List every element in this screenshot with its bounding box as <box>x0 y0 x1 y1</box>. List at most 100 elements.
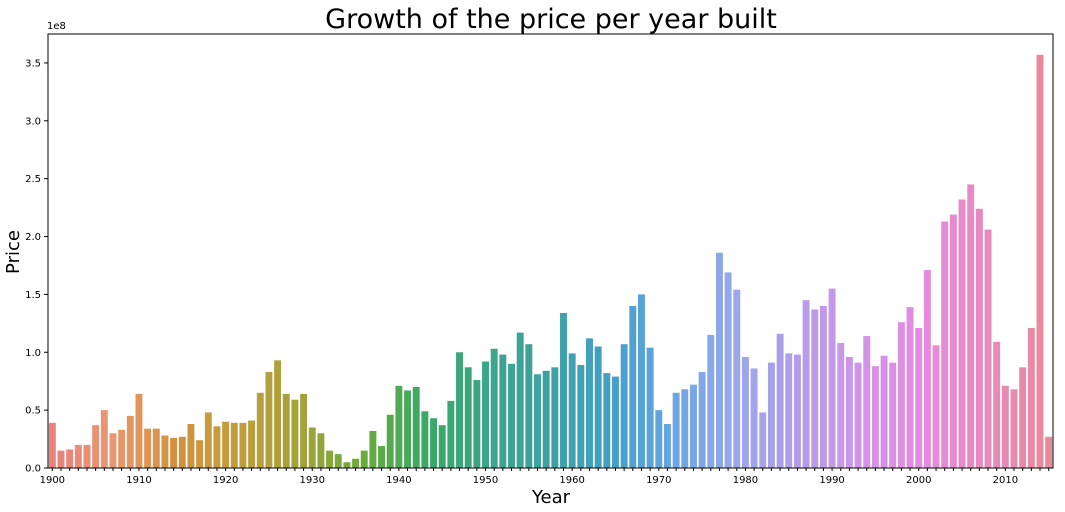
bars-group <box>48 54 1053 468</box>
bar <box>516 332 524 468</box>
x-tick-label: 2010 <box>993 475 1018 486</box>
bar <box>681 389 689 468</box>
bar <box>395 385 403 468</box>
bar <box>1036 54 1044 468</box>
y-tick-label: 2.0 <box>25 232 41 243</box>
bar <box>274 360 282 468</box>
bar <box>724 272 732 468</box>
bar <box>715 252 723 468</box>
bar <box>1045 436 1053 468</box>
bar <box>915 327 923 468</box>
bar <box>490 348 498 468</box>
x-tick-label: 1970 <box>646 475 671 486</box>
bar <box>603 373 611 468</box>
bar <box>412 386 420 468</box>
bar <box>473 380 481 468</box>
bar <box>74 444 82 468</box>
y-axis: 0.0 0.5 1.0 1.5 2.0 2.5 3.0 3.5 <box>25 58 48 475</box>
bar <box>378 446 386 468</box>
bar <box>750 368 758 468</box>
bar <box>100 410 108 468</box>
bar <box>863 336 871 468</box>
plot-frame <box>47 33 1054 469</box>
bar <box>152 428 160 468</box>
y-tick-label: 0.0 <box>25 464 41 475</box>
bar <box>230 422 238 468</box>
bar <box>906 307 914 468</box>
bar <box>707 334 715 468</box>
bar <box>187 424 195 468</box>
y-tick-label: 3.5 <box>25 58 41 69</box>
bar <box>802 300 810 468</box>
bar <box>1027 327 1035 468</box>
x-tick-label: 1920 <box>213 475 238 486</box>
y-offset-label: 1e8 <box>47 21 66 32</box>
bar <box>360 450 368 468</box>
bar <box>135 393 143 468</box>
bar <box>655 410 663 468</box>
bar <box>993 341 1001 468</box>
bar <box>664 424 671 468</box>
y-tick-label: 1.5 <box>25 290 41 301</box>
y-tick-label: 0.5 <box>25 406 41 417</box>
bar <box>92 425 100 468</box>
bar <box>828 288 836 468</box>
bar <box>638 294 645 468</box>
bar <box>48 422 56 468</box>
bar <box>83 444 91 468</box>
bar <box>265 371 273 468</box>
bar <box>438 425 446 468</box>
bar <box>741 356 749 468</box>
bar <box>854 362 862 468</box>
bar <box>421 411 429 468</box>
x-tick-label: 1950 <box>473 475 498 486</box>
x-tick-label: 2000 <box>906 475 931 486</box>
x-tick-label: 1910 <box>126 475 151 486</box>
bar <box>282 393 290 468</box>
bar <box>447 400 455 468</box>
bar <box>482 361 489 468</box>
bar <box>975 208 983 468</box>
bar <box>386 414 394 468</box>
bar <box>733 289 741 468</box>
x-axis-title: Year <box>531 487 571 508</box>
bar <box>534 374 541 468</box>
bar <box>291 399 299 468</box>
bar <box>248 420 256 468</box>
bar <box>1019 367 1027 468</box>
bar <box>204 412 212 468</box>
bar <box>57 450 65 468</box>
bar <box>941 221 949 468</box>
bar <box>118 429 126 468</box>
bar <box>430 418 437 468</box>
y-axis-title: Price <box>3 230 24 274</box>
bar <box>499 354 507 468</box>
bar <box>334 454 342 468</box>
bar <box>568 353 576 468</box>
x-tick-label: 1940 <box>386 475 411 486</box>
y-tick-label: 1.0 <box>25 348 41 359</box>
bar <box>967 184 975 468</box>
bar <box>542 370 550 468</box>
bar <box>66 449 74 468</box>
bar <box>178 436 186 468</box>
x-tick-label: 1900 <box>40 475 65 486</box>
bar <box>932 345 940 468</box>
bar <box>1001 385 1009 468</box>
bar <box>308 427 316 468</box>
x-tick-label: 1990 <box>819 475 844 486</box>
bar <box>819 305 827 468</box>
bar <box>577 365 585 468</box>
bar <box>1010 389 1018 468</box>
bar <box>456 352 463 468</box>
bar <box>629 305 637 468</box>
bar <box>161 435 169 468</box>
bar <box>923 270 931 468</box>
bar <box>811 309 819 468</box>
bar <box>126 415 134 468</box>
chart-title: Growth of the price per year built <box>325 4 777 35</box>
y-tick-label: 3.0 <box>25 116 41 127</box>
bar <box>594 346 602 468</box>
bar <box>317 433 325 468</box>
